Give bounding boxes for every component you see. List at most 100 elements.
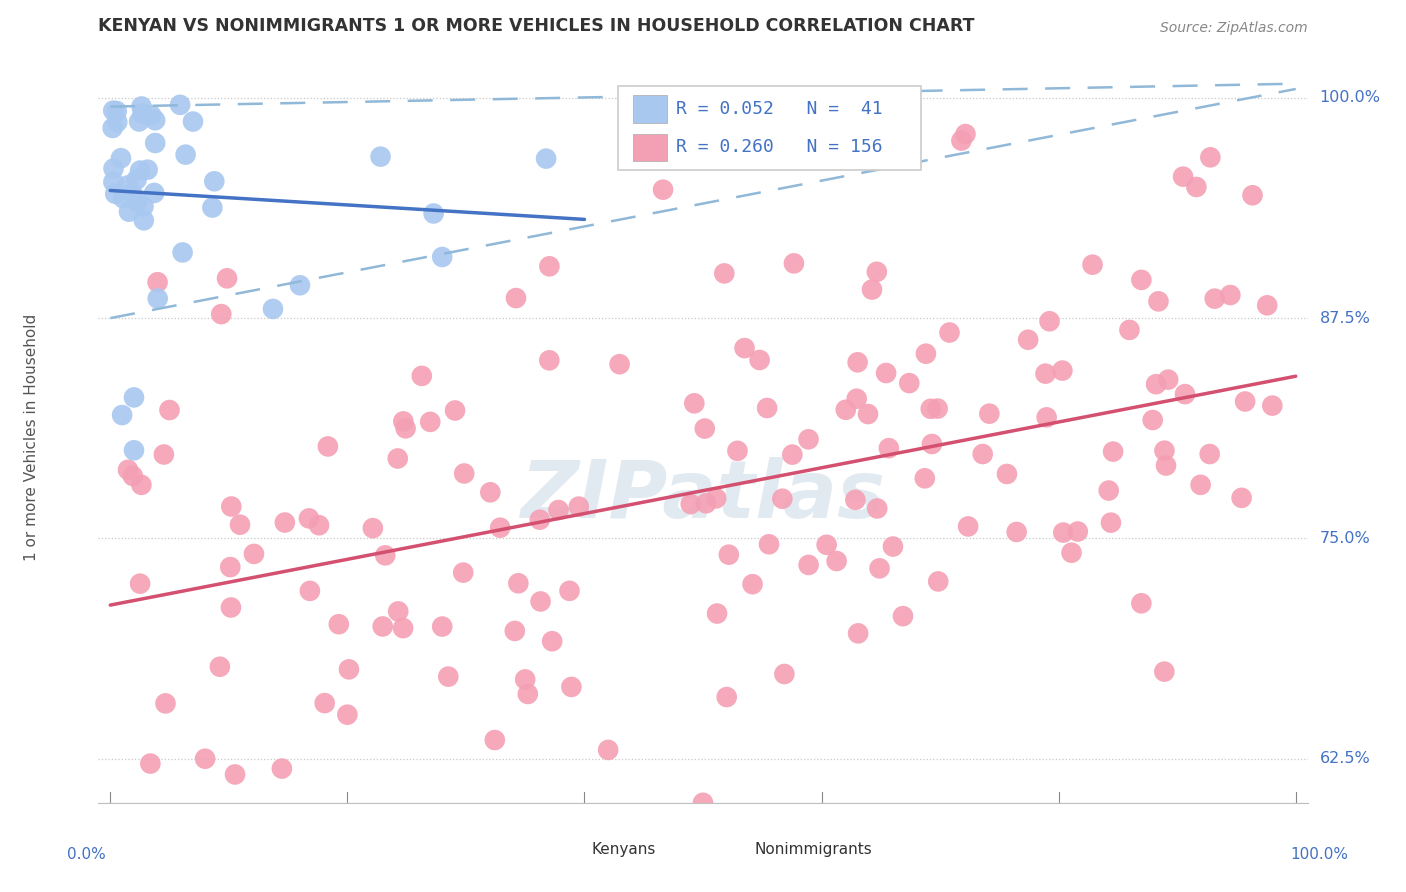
Point xyxy=(1230,491,1253,505)
Point xyxy=(927,574,949,589)
Point xyxy=(1130,596,1153,610)
Point xyxy=(110,151,132,165)
Point xyxy=(146,275,169,289)
Point xyxy=(835,402,858,417)
Point xyxy=(201,201,224,215)
Point xyxy=(361,521,384,535)
Point xyxy=(756,401,779,415)
Point xyxy=(1035,367,1057,381)
Text: Kenyans: Kenyans xyxy=(592,842,657,857)
Point xyxy=(1234,394,1257,409)
Point xyxy=(598,743,620,757)
Point xyxy=(328,617,350,632)
Point xyxy=(995,467,1018,481)
Point xyxy=(915,347,938,361)
Point xyxy=(1130,273,1153,287)
Point xyxy=(920,401,942,416)
Point xyxy=(105,115,128,129)
Point xyxy=(869,561,891,575)
Point xyxy=(503,624,526,638)
Point xyxy=(773,667,796,681)
Point xyxy=(748,353,770,368)
Point xyxy=(159,403,181,417)
Point xyxy=(866,265,889,279)
Point xyxy=(105,103,128,118)
Text: 1 or more Vehicles in Household: 1 or more Vehicles in Household xyxy=(24,313,39,561)
Point xyxy=(451,566,474,580)
Point xyxy=(308,518,330,533)
Point xyxy=(101,120,124,135)
Point xyxy=(529,513,551,527)
Point xyxy=(740,814,762,828)
Point xyxy=(516,687,538,701)
Point xyxy=(529,594,551,608)
Point xyxy=(219,600,242,615)
Point xyxy=(215,271,238,285)
Point xyxy=(1052,363,1074,377)
Point xyxy=(560,680,582,694)
Point xyxy=(479,485,502,500)
Point xyxy=(432,250,454,264)
Point xyxy=(1185,180,1208,194)
Point xyxy=(693,421,716,435)
Point xyxy=(957,519,980,533)
Point xyxy=(1060,546,1083,560)
Bar xyxy=(633,95,666,122)
Point xyxy=(704,491,727,506)
Point xyxy=(270,762,292,776)
Point xyxy=(392,414,415,428)
Point xyxy=(538,260,561,274)
Point xyxy=(797,432,820,446)
Point xyxy=(132,213,155,227)
Point xyxy=(229,517,252,532)
Point xyxy=(146,292,169,306)
Point xyxy=(419,415,441,429)
Point xyxy=(979,407,1001,421)
Point xyxy=(129,576,152,591)
Point xyxy=(938,326,960,340)
Point xyxy=(866,501,889,516)
Point xyxy=(298,511,321,525)
Point xyxy=(374,549,396,563)
Point xyxy=(194,752,217,766)
Point xyxy=(127,194,149,209)
Point xyxy=(387,604,409,618)
Point xyxy=(139,756,162,771)
Point xyxy=(725,443,748,458)
Point xyxy=(927,401,949,416)
Point xyxy=(1157,373,1180,387)
Point xyxy=(122,391,145,405)
Text: Source: ZipAtlas.com: Source: ZipAtlas.com xyxy=(1160,21,1308,35)
Point xyxy=(387,451,409,466)
Point xyxy=(111,408,134,422)
Point xyxy=(1171,169,1194,184)
Point xyxy=(782,448,804,462)
Point xyxy=(172,245,194,260)
Point xyxy=(103,175,125,189)
Point xyxy=(898,376,921,390)
Point xyxy=(143,113,166,128)
Point xyxy=(316,439,339,453)
Point xyxy=(262,301,284,316)
Point xyxy=(950,134,973,148)
Point xyxy=(394,421,416,435)
Point xyxy=(783,256,806,270)
Point xyxy=(1241,188,1264,202)
Point xyxy=(174,147,197,161)
Point xyxy=(891,609,914,624)
Point xyxy=(825,554,848,568)
Point xyxy=(860,848,883,863)
Point xyxy=(121,186,143,200)
Point xyxy=(371,619,394,633)
Point xyxy=(515,673,537,687)
Text: 100.0%: 100.0% xyxy=(1319,90,1381,105)
Point xyxy=(844,492,866,507)
Point xyxy=(143,136,166,150)
Point xyxy=(1189,478,1212,492)
Point xyxy=(972,447,994,461)
Point xyxy=(132,199,155,213)
Point xyxy=(716,690,738,704)
Point xyxy=(219,560,242,574)
Point xyxy=(914,471,936,485)
Point xyxy=(1154,458,1177,473)
